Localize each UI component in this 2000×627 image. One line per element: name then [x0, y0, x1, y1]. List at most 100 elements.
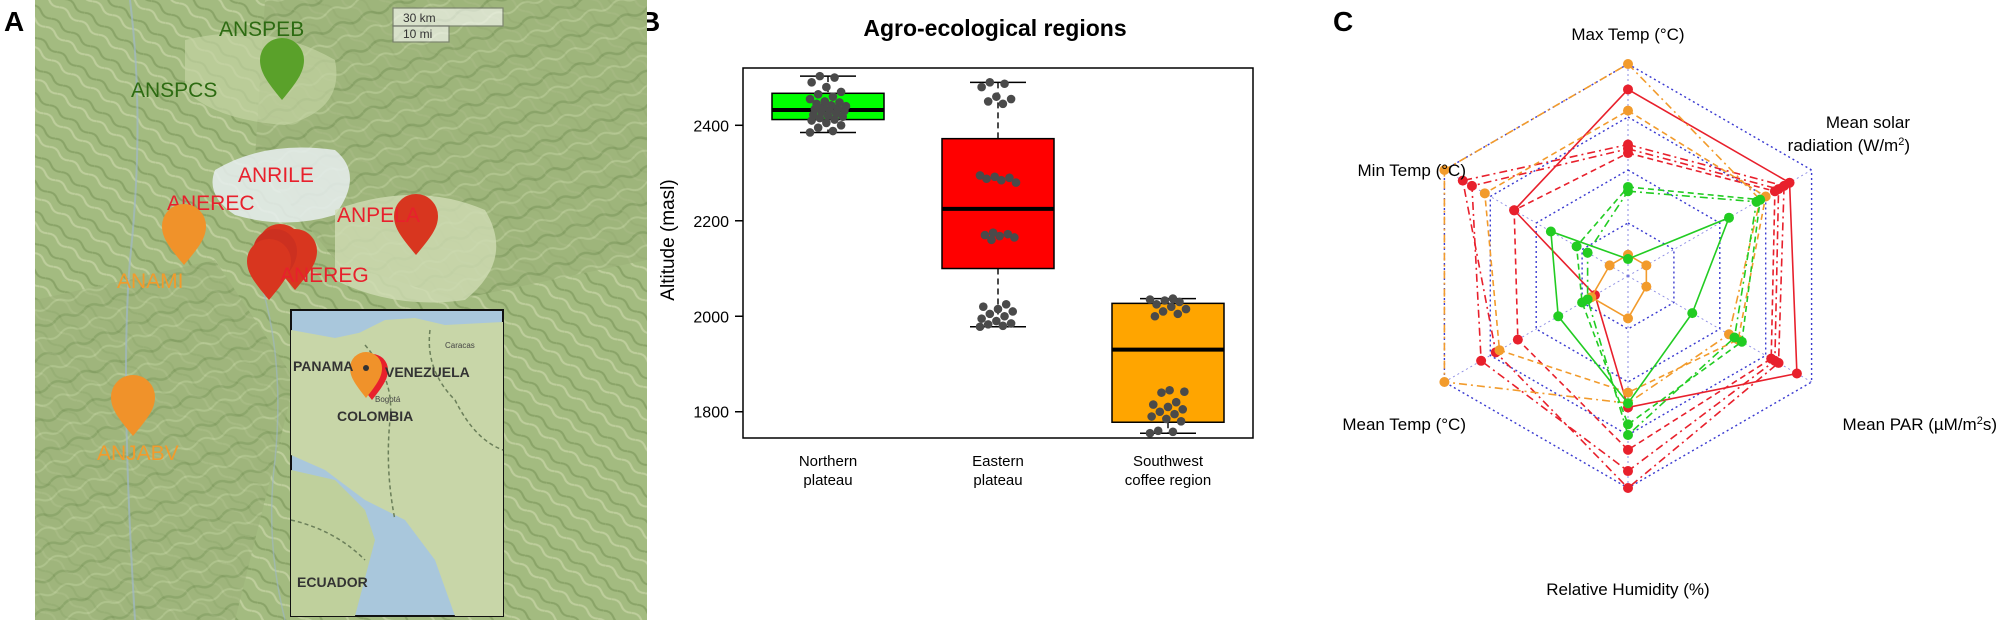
data-point — [998, 321, 1008, 331]
scale-mi-label: 10 mi — [403, 27, 432, 41]
data-point — [1001, 300, 1011, 309]
data-point — [1155, 407, 1165, 417]
data-point — [983, 320, 993, 329]
inset-label-ecuador: ECUADOR — [297, 574, 368, 590]
radar-point — [1769, 186, 1780, 197]
radar-point — [1476, 355, 1487, 366]
data-point — [977, 314, 986, 323]
data-point — [822, 82, 831, 92]
radar-point — [1512, 334, 1523, 345]
data-point — [1000, 311, 1009, 321]
map-scale-bar: 30 km 10 mi — [392, 7, 504, 43]
inset-label-caracas: Caracas — [445, 341, 475, 350]
data-point — [1165, 385, 1174, 395]
radar-series — [1509, 148, 1780, 455]
data-point — [815, 71, 825, 81]
data-point — [980, 230, 990, 240]
data-point — [841, 101, 851, 111]
data-point — [985, 78, 995, 87]
data-point — [830, 73, 839, 82]
radar-point — [1582, 294, 1593, 305]
data-point — [1157, 388, 1166, 397]
y-tick-label: 2400 — [693, 118, 729, 135]
radar-point — [1791, 368, 1802, 379]
radar-point — [1439, 165, 1450, 175]
data-point — [1145, 295, 1155, 304]
radar-point — [1571, 241, 1582, 252]
radar-point — [1623, 186, 1633, 197]
data-point — [1150, 311, 1160, 321]
radar-axis-label: Mean Temp (°C) — [1342, 415, 1466, 434]
inset-label-colombia: COLOMBIA — [337, 408, 413, 424]
radar-series-line — [1513, 152, 1776, 451]
radar-point — [1736, 336, 1747, 347]
data-point — [1178, 405, 1188, 414]
radar-point — [1623, 430, 1633, 440]
radar-series — [1582, 186, 1762, 440]
boxplot-panel: Agro-ecological regions Altitude (masl) … — [650, 0, 1290, 622]
data-point — [975, 322, 985, 332]
radar-point — [1457, 175, 1468, 186]
radar-axis-label: Min Temp (°C) — [1358, 161, 1467, 180]
radar-point — [1751, 196, 1762, 207]
terrain-map[interactable]: 30 km 10 mi ANSPEB ANSPCS ANRILE ANPELA … — [35, 0, 647, 620]
box-iqr — [941, 137, 1055, 270]
radar-axis-label: Mean PAR (µM/m2s) — [1843, 415, 1997, 434]
data-point — [1181, 304, 1191, 314]
radar-panel: Max Temp (°C) Mean solar radiation (W/m2) M… — [1300, 0, 2000, 622]
boxplot-marks: 1800 2000 2200 2400 Northern plateau Eastern pl… — [693, 71, 1225, 489]
radar-point — [1545, 226, 1556, 237]
box-1 — [941, 78, 1055, 332]
radar-point — [1623, 105, 1633, 116]
data-point — [813, 89, 823, 99]
data-point — [1171, 397, 1181, 407]
marker-anspeb[interactable] — [260, 38, 304, 100]
data-point — [835, 98, 844, 107]
data-point — [1006, 94, 1016, 104]
data-point — [836, 120, 846, 130]
radar-point — [1553, 311, 1564, 322]
radar-point — [1582, 247, 1593, 258]
marker-label-anereg: ANEREG — [280, 264, 369, 287]
data-point — [998, 99, 1008, 109]
data-point — [822, 118, 831, 128]
inset-map[interactable]: PANAMA VENEZUELA COLOMBIA ECUADOR Bogotá… — [290, 309, 504, 617]
data-point — [1006, 319, 1016, 328]
marker-anjabv[interactable] — [111, 375, 155, 436]
data-point — [1011, 178, 1021, 187]
y-tick-label: 2200 — [693, 214, 729, 231]
inset-label-venezuela: VENEZUELA — [385, 364, 470, 380]
radar-series-line — [1575, 186, 1762, 426]
data-point — [1162, 414, 1171, 424]
data-point — [1166, 302, 1176, 312]
data-point — [993, 304, 1003, 314]
data-point — [995, 231, 1004, 241]
marker-label-anami: ANAMI — [117, 270, 184, 293]
marker-anpela[interactable] — [394, 194, 438, 255]
x-tick-label: Northern plateau — [799, 453, 857, 489]
data-point — [820, 97, 830, 106]
data-point — [1010, 233, 1019, 242]
data-point — [1168, 427, 1178, 437]
box-iqr — [1111, 302, 1225, 423]
marker-label-anpela: ANPELA — [337, 204, 420, 227]
data-point — [1148, 400, 1158, 409]
data-point — [983, 97, 993, 106]
radar-series — [1545, 212, 1734, 409]
radar-axis-label: Max Temp (°C) — [1571, 25, 1684, 44]
radar-point — [1766, 353, 1777, 364]
data-point — [1158, 307, 1168, 316]
y-tick-label: 2000 — [693, 309, 729, 326]
boxplot-title: Agro-ecological regions — [863, 15, 1126, 41]
radar-point — [1623, 466, 1633, 477]
radar-point — [1641, 281, 1652, 292]
radar-point — [1509, 205, 1520, 216]
data-point — [1173, 309, 1183, 319]
data-point — [1003, 229, 1013, 239]
marker-anrile[interactable] — [247, 224, 317, 300]
data-point — [1180, 387, 1189, 396]
data-point — [828, 92, 838, 101]
boxplot-chart: Agro-ecological regions Altitude (masl) … — [658, 15, 1254, 489]
marker-anami[interactable] — [162, 204, 206, 265]
radar-point — [1439, 377, 1450, 387]
